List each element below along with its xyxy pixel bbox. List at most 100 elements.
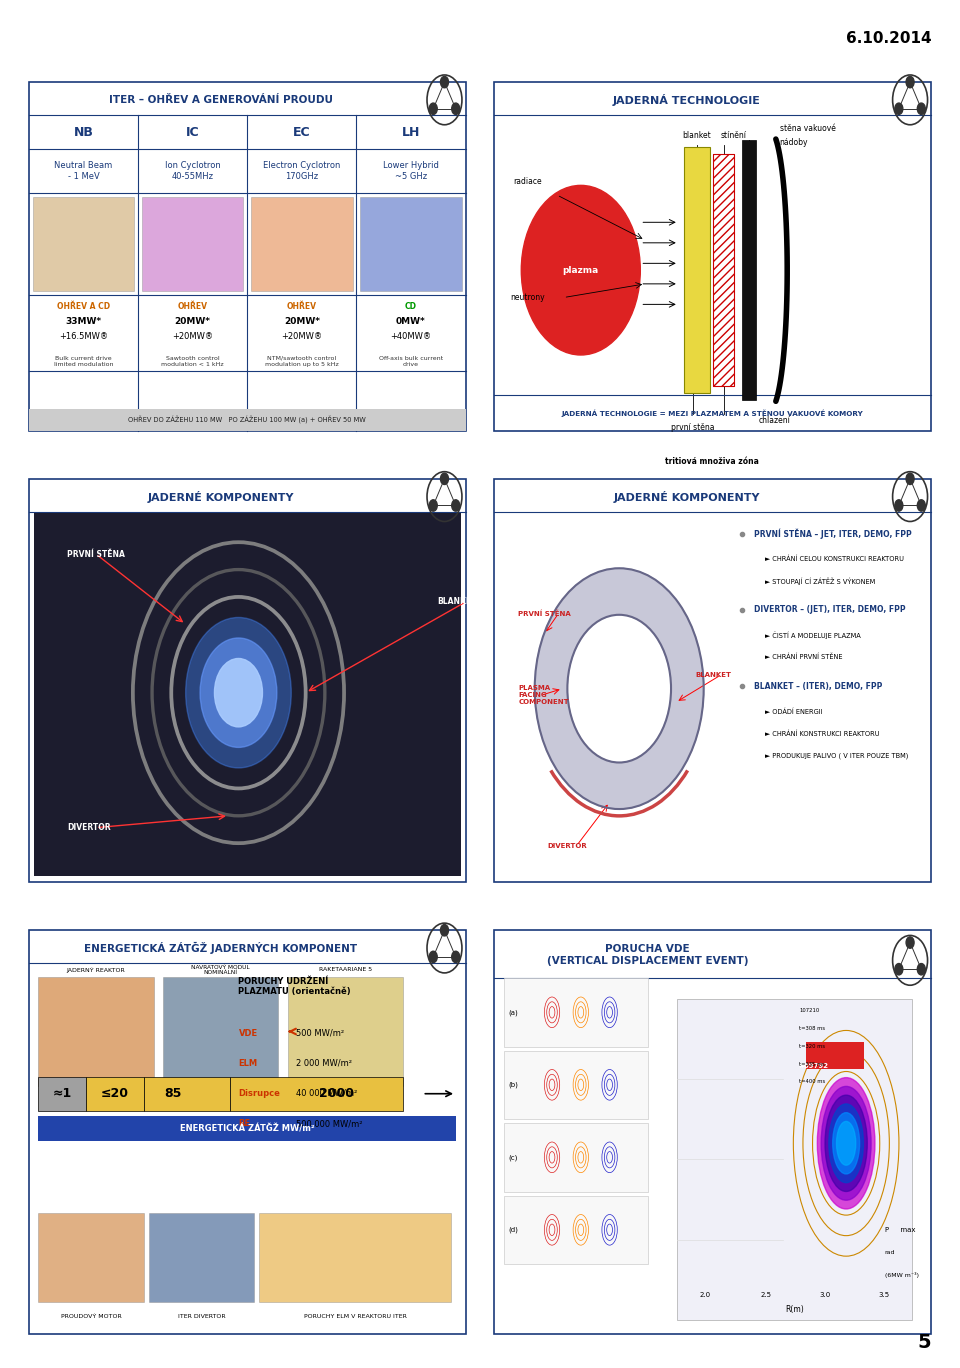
FancyBboxPatch shape (677, 999, 912, 1320)
Text: plazma: plazma (563, 265, 599, 275)
Text: OHŘEV: OHŘEV (178, 302, 207, 311)
FancyBboxPatch shape (742, 141, 756, 399)
FancyBboxPatch shape (259, 1213, 451, 1302)
Text: DIVERTOR – (JET), ITER, DEMO, FPP: DIVERTOR – (JET), ITER, DEMO, FPP (754, 606, 905, 614)
Text: PORUCHA VDE
(VERTICAL DISPLACEMENT EVENT): PORUCHA VDE (VERTICAL DISPLACEMENT EVENT… (546, 944, 748, 966)
FancyBboxPatch shape (288, 977, 403, 1086)
Circle shape (918, 963, 925, 975)
Text: ► CHRÁNÍ CELOU KONSTRUKCI REAKTORU: ► CHRÁNÍ CELOU KONSTRUKCI REAKTORU (765, 555, 904, 562)
Text: 0MW*: 0MW* (396, 317, 426, 326)
Text: stěna vakuové: stěna vakuové (780, 124, 835, 133)
Text: ITER DIVERTOR: ITER DIVERTOR (178, 1313, 226, 1319)
Text: 33MW*: 33MW* (65, 317, 102, 326)
FancyBboxPatch shape (86, 1077, 144, 1111)
Text: ENERGETICKÁ ZÁTĞŽ JADERNÝCH KOMPONENT: ENERGETICKÁ ZÁTĞŽ JADERNÝCH KOMPONENT (84, 943, 357, 953)
FancyBboxPatch shape (34, 513, 461, 876)
Ellipse shape (817, 1078, 875, 1209)
Circle shape (906, 937, 914, 948)
FancyBboxPatch shape (504, 978, 648, 1047)
Text: JADERNÁ TECHNOLOGIE = MEZI PLAZMATEM A STĚNOU VAKUOVÉ KOMORY: JADERNÁ TECHNOLOGIE = MEZI PLAZMATEM A S… (562, 409, 864, 417)
FancyBboxPatch shape (142, 197, 244, 291)
Circle shape (429, 499, 437, 512)
Text: 6.10.2014: 6.10.2014 (846, 31, 931, 47)
Text: t=320 ms: t=320 ms (799, 1044, 826, 1049)
Text: #69792: #69792 (798, 1063, 828, 1070)
Circle shape (906, 77, 914, 88)
Text: (d): (d) (509, 1227, 518, 1233)
Text: první stěna: první stěna (671, 423, 715, 432)
Circle shape (918, 499, 925, 512)
Text: BLANKET: BLANKET (437, 598, 476, 606)
Circle shape (906, 473, 914, 484)
Text: 500 MW/m²: 500 MW/m² (296, 1029, 345, 1038)
Ellipse shape (836, 1122, 855, 1166)
Circle shape (895, 103, 902, 115)
Circle shape (185, 617, 291, 767)
Text: NTM/sawtooth control
modulation up to 5 kHz: NTM/sawtooth control modulation up to 5 … (265, 356, 339, 367)
Text: PORUCHY ELM V REAKTORU ITER: PORUCHY ELM V REAKTORU ITER (303, 1313, 407, 1319)
FancyBboxPatch shape (33, 197, 134, 291)
Text: NAVRATOVÝ MODUL
NOMINÁLNÍ: NAVRATOVÝ MODUL NOMINÁLNÍ (191, 964, 251, 975)
Text: DIVERTOR: DIVERTOR (67, 824, 110, 832)
Text: (b): (b) (509, 1082, 518, 1088)
Text: rad: rad (884, 1250, 895, 1254)
Text: ► CHRÁNÍ PRVNÍ STĚNE: ► CHRÁNÍ PRVNÍ STĚNE (765, 654, 843, 661)
Text: CD: CD (405, 302, 417, 311)
FancyBboxPatch shape (38, 1213, 144, 1302)
Text: Ion Cyclotron
40-55MHz: Ion Cyclotron 40-55MHz (165, 161, 221, 181)
FancyBboxPatch shape (252, 197, 352, 291)
FancyBboxPatch shape (494, 479, 931, 882)
Text: t=400 ms: t=400 ms (799, 1079, 826, 1085)
Text: (6MW m⁻³): (6MW m⁻³) (884, 1272, 919, 1278)
Text: VDE: VDE (238, 1029, 257, 1038)
Circle shape (895, 963, 902, 975)
Text: +40MW®: +40MW® (391, 332, 432, 341)
Text: EC: EC (293, 126, 311, 138)
FancyBboxPatch shape (504, 1196, 648, 1264)
Text: JADERNÉ KOMPONENTY: JADERNÉ KOMPONENTY (148, 491, 295, 502)
Text: R(m): R(m) (785, 1305, 804, 1313)
Text: Neutral Beam
- 1 MeV: Neutral Beam - 1 MeV (55, 161, 112, 181)
Circle shape (441, 925, 448, 936)
Text: ≤20: ≤20 (101, 1088, 130, 1100)
Text: IC: IC (186, 126, 200, 138)
FancyBboxPatch shape (494, 930, 931, 1334)
Text: Lower Hybrid
~5 GHz: Lower Hybrid ~5 GHz (383, 161, 439, 181)
Text: (a): (a) (509, 1010, 518, 1015)
Text: PORUCHY UDRŽENÍ
PLAZMATU (orientačně): PORUCHY UDRŽENÍ PLAZMATU (orientačně) (238, 977, 351, 996)
Text: P     max: P max (884, 1227, 915, 1233)
Text: OHŘEV: OHŘEV (287, 302, 317, 311)
Text: 85: 85 (164, 1088, 181, 1100)
Text: +20MW®: +20MW® (172, 332, 213, 341)
Text: ENERGETICKÁ ZÁTĞŽ MW/m²: ENERGETICKÁ ZÁTĞŽ MW/m² (180, 1124, 315, 1133)
Circle shape (441, 473, 448, 484)
Text: 2.5: 2.5 (760, 1293, 772, 1298)
Text: NB: NB (74, 126, 93, 138)
Text: 3.0: 3.0 (819, 1293, 830, 1298)
FancyBboxPatch shape (230, 1077, 403, 1111)
Text: 40 000 MW/m²: 40 000 MW/m² (296, 1089, 357, 1099)
Ellipse shape (832, 1112, 859, 1174)
Text: t=335 ms: t=335 ms (799, 1062, 825, 1067)
Text: OHŘEV DO ZÁŽEHU 110 MW   PO ZÁŽEHU 100 MW (a) + OHŘEV 50 MW: OHŘEV DO ZÁŽEHU 110 MW PO ZÁŽEHU 100 MW … (129, 416, 366, 424)
FancyBboxPatch shape (806, 1042, 864, 1070)
Text: ELM: ELM (238, 1059, 257, 1068)
FancyBboxPatch shape (163, 977, 278, 1086)
Text: +20MW®: +20MW® (281, 332, 323, 341)
Text: Bulk current drive
limited modulation: Bulk current drive limited modulation (54, 356, 113, 367)
Circle shape (214, 658, 262, 726)
Text: 2.0: 2.0 (700, 1293, 710, 1298)
Text: ► STOUPAJÍ CÍ ZÁTĚŽ S VÝKONEM: ► STOUPAJÍ CÍ ZÁTĚŽ S VÝKONEM (765, 577, 876, 584)
FancyBboxPatch shape (144, 1077, 230, 1111)
Text: ► PRODUKUJE PALIVO ( V ITER POUZE TBM): ► PRODUKUJE PALIVO ( V ITER POUZE TBM) (765, 752, 908, 759)
Text: RAKETAARIANE 5: RAKETAARIANE 5 (319, 967, 372, 973)
Circle shape (429, 951, 437, 963)
Text: 2 000 MW/m²: 2 000 MW/m² (296, 1059, 352, 1068)
FancyBboxPatch shape (494, 82, 931, 431)
Text: 3.5: 3.5 (878, 1293, 889, 1298)
FancyBboxPatch shape (684, 148, 710, 394)
Text: ► CHRÁNÍ KONSTRUKCI REAKTORU: ► CHRÁNÍ KONSTRUKCI REAKTORU (765, 731, 879, 737)
Circle shape (429, 103, 437, 115)
Text: LH: LH (402, 126, 420, 138)
Text: nádoby: nádoby (780, 138, 808, 146)
